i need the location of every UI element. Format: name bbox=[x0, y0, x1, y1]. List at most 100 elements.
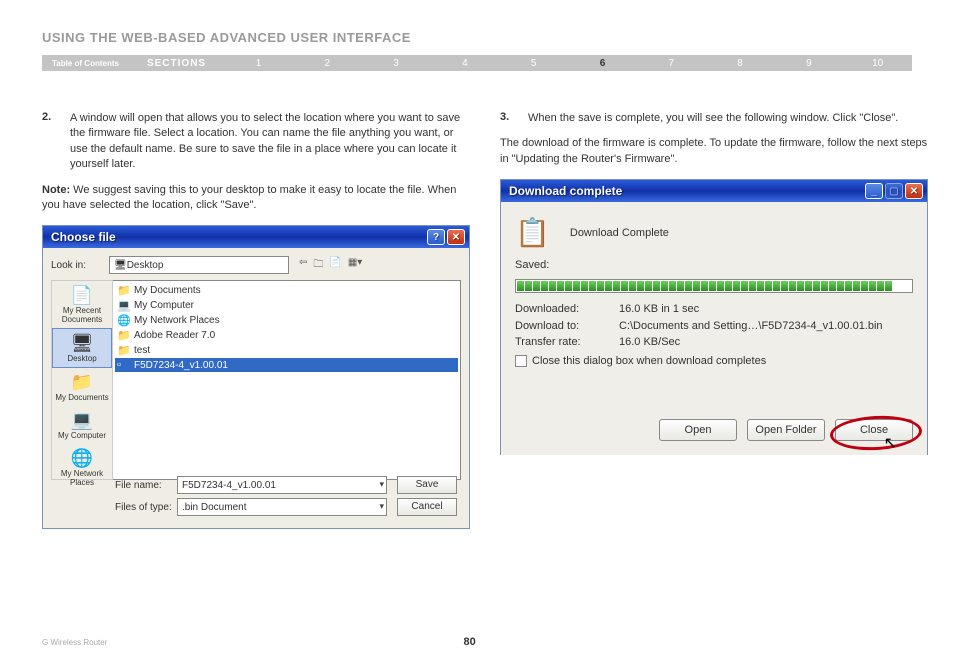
choose-file-titlebar: Choose file ? ✕ bbox=[43, 226, 469, 248]
folder-icon: 📁 bbox=[117, 344, 131, 357]
section-5[interactable]: 5 bbox=[499, 58, 568, 69]
mydocs-icon: 📁 bbox=[71, 372, 93, 393]
section-9[interactable]: 9 bbox=[774, 58, 843, 69]
rate-value: 16.0 KB/Sec bbox=[619, 334, 680, 351]
page-number: 80 bbox=[107, 636, 832, 648]
section-8[interactable]: 8 bbox=[706, 58, 775, 69]
filetype-label: Files of type: bbox=[115, 502, 177, 513]
choose-file-title: Choose file bbox=[47, 230, 425, 244]
mycomputer-icon: 💻 bbox=[71, 410, 93, 431]
recent-icon: 📄 bbox=[71, 285, 93, 306]
place-mycomputer[interactable]: 💻My Computer bbox=[52, 406, 112, 444]
downloadto-value: C:\Documents and Setting…\F5D7234-4_v1.0… bbox=[619, 318, 883, 335]
network-icon: 🌐 bbox=[71, 448, 93, 469]
open-folder-button[interactable]: Open Folder bbox=[747, 419, 825, 441]
maximize-button: ▢ bbox=[885, 183, 903, 199]
autoclose-checkbox[interactable] bbox=[515, 355, 527, 367]
download-title: Download complete bbox=[505, 184, 863, 198]
file-list[interactable]: 📁My Documents 💻My Computer 🌐My Network P… bbox=[113, 280, 461, 480]
page-title: USING THE WEB-BASED ADVANCED USER INTERF… bbox=[42, 30, 912, 45]
file-item-label: test bbox=[134, 345, 150, 356]
help-button[interactable]: ? bbox=[427, 229, 445, 245]
note-label: Note: bbox=[42, 184, 70, 196]
downloadto-label: Download to: bbox=[515, 318, 619, 335]
filetype-value: .bin Document bbox=[182, 502, 246, 513]
lookin-value: Desktop bbox=[127, 260, 164, 271]
section-4[interactable]: 4 bbox=[430, 58, 499, 69]
place-desktop-label: Desktop bbox=[67, 354, 96, 363]
sections-label: SECTIONS bbox=[129, 58, 224, 69]
file-item-label: My Computer bbox=[134, 300, 194, 311]
left-column: 2. A window will open that allows you to… bbox=[42, 111, 470, 529]
place-network[interactable]: 🌐My Network Places bbox=[52, 444, 112, 491]
view-menu-icon[interactable]: ▦▾ bbox=[348, 257, 362, 274]
new-folder-icon[interactable]: 📄 bbox=[329, 257, 341, 274]
step2-number: 2. bbox=[42, 111, 70, 173]
step2-text: A window will open that allows you to se… bbox=[70, 111, 470, 173]
lookin-dropdown[interactable]: 🖥 Desktop bbox=[109, 256, 289, 274]
place-mydocs-label: My Documents bbox=[55, 393, 108, 402]
folder-icon: 📁 bbox=[117, 284, 131, 297]
back-icon[interactable]: ⇦ bbox=[299, 257, 307, 274]
close-dialog-button[interactable]: Close bbox=[835, 419, 913, 441]
step3-number: 3. bbox=[500, 111, 528, 126]
file-item-adobe[interactable]: 📁Adobe Reader 7.0 bbox=[115, 328, 458, 343]
filename-label: File name: bbox=[115, 480, 177, 491]
download-complete-dialog: Download complete _ ▢ ✕ 📋 Download Compl… bbox=[500, 179, 928, 455]
section-10[interactable]: 10 bbox=[843, 58, 912, 69]
save-button[interactable]: Save bbox=[397, 476, 457, 494]
footer: G Wireless Router 80 bbox=[42, 636, 912, 648]
cancel-button[interactable]: Cancel bbox=[397, 498, 457, 516]
saved-label: Saved: bbox=[515, 259, 913, 271]
place-desktop[interactable]: 🖥Desktop bbox=[52, 328, 112, 368]
file-item-network[interactable]: 🌐My Network Places bbox=[115, 313, 458, 328]
file-item-mydocs[interactable]: 📁My Documents bbox=[115, 283, 458, 298]
choose-file-dialog: Choose file ? ✕ Look in: 🖥 Desktop ⇦ 🗀 📄… bbox=[42, 225, 470, 529]
place-recent-label: My Recent Documents bbox=[52, 306, 112, 324]
sections-bar: Table of Contents SECTIONS 1 2 3 4 5 6 7… bbox=[42, 55, 912, 71]
progress-bar bbox=[515, 279, 913, 293]
section-7[interactable]: 7 bbox=[637, 58, 706, 69]
file-item-firmware[interactable]: ▫F5D7234-4_v1.00.01 bbox=[115, 358, 458, 372]
file-icon: ▫ bbox=[117, 359, 131, 371]
close-button[interactable]: ✕ bbox=[905, 183, 923, 199]
place-mydocs[interactable]: 📁My Documents bbox=[52, 368, 112, 406]
cursor-icon: ↖ bbox=[884, 433, 897, 453]
desktop-place-icon: 🖥 bbox=[71, 333, 94, 354]
place-recent[interactable]: 📄My Recent Documents bbox=[52, 281, 112, 328]
note-paragraph: Note: We suggest saving this to your des… bbox=[42, 183, 470, 214]
desktop-icon: 🖥 bbox=[114, 260, 127, 271]
filetype-dropdown[interactable]: .bin Document bbox=[177, 498, 387, 516]
file-item-label: My Documents bbox=[134, 285, 201, 296]
firmware-para: The download of the firmware is complete… bbox=[500, 136, 928, 167]
downloaded-label: Downloaded: bbox=[515, 301, 619, 318]
close-icon[interactable]: ✕ bbox=[447, 229, 465, 245]
up-folder-icon[interactable]: 🗀 bbox=[313, 257, 323, 274]
filename-input[interactable]: F5D7234-4_v1.00.01 bbox=[177, 476, 387, 494]
file-item-mycomputer[interactable]: 💻My Computer bbox=[115, 298, 458, 313]
downloaded-value: 16.0 KB in 1 sec bbox=[619, 301, 699, 318]
folder-icon: 📁 bbox=[117, 329, 131, 342]
place-network-label: My Network Places bbox=[52, 469, 112, 487]
file-item-test[interactable]: 📁test bbox=[115, 343, 458, 358]
minimize-button[interactable]: _ bbox=[865, 183, 883, 199]
footer-product: G Wireless Router bbox=[42, 638, 107, 647]
file-item-label: Adobe Reader 7.0 bbox=[134, 330, 215, 341]
filename-value: F5D7234-4_v1.00.01 bbox=[182, 480, 276, 491]
right-column: 3. When the save is complete, you will s… bbox=[500, 111, 928, 529]
section-3[interactable]: 3 bbox=[362, 58, 431, 69]
places-bar: 📄My Recent Documents 🖥Desktop 📁My Docume… bbox=[51, 280, 113, 480]
toc-label[interactable]: Table of Contents bbox=[42, 59, 129, 68]
autoclose-label: Close this dialog box when download comp… bbox=[532, 355, 766, 367]
open-button[interactable]: Open bbox=[659, 419, 737, 441]
download-titlebar: Download complete _ ▢ ✕ bbox=[501, 180, 927, 202]
download-complete-label: Download Complete bbox=[570, 227, 669, 239]
network-file-icon: 🌐 bbox=[117, 314, 131, 327]
section-2[interactable]: 2 bbox=[293, 58, 362, 69]
computer-icon: 💻 bbox=[117, 299, 131, 312]
lookin-label: Look in: bbox=[51, 260, 109, 271]
section-6[interactable]: 6 bbox=[568, 58, 637, 69]
section-1[interactable]: 1 bbox=[224, 58, 293, 69]
place-mycomputer-label: My Computer bbox=[58, 431, 106, 440]
rate-label: Transfer rate: bbox=[515, 334, 619, 351]
